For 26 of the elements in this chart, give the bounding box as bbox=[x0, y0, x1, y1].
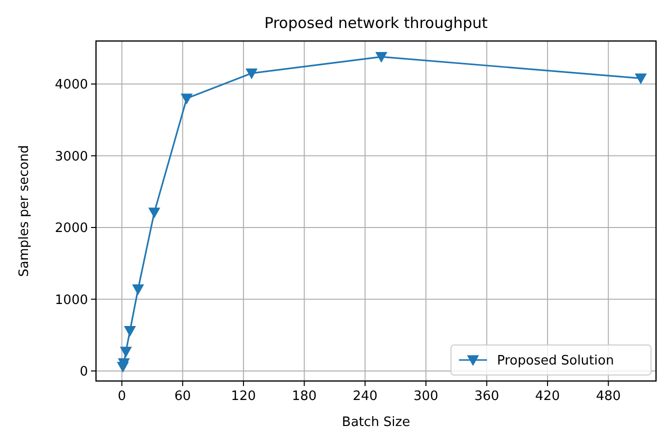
x-axis-title: Batch Size bbox=[342, 415, 410, 430]
chart-title: Proposed network throughput bbox=[264, 14, 488, 32]
y-tick-label: 2000 bbox=[54, 221, 88, 236]
x-tick-label: 300 bbox=[414, 389, 438, 404]
y-tick-label: 3000 bbox=[54, 149, 88, 164]
x-tick-label: 180 bbox=[292, 389, 317, 404]
point bbox=[148, 208, 160, 218]
point bbox=[375, 52, 388, 63]
point bbox=[180, 94, 193, 104]
y-tick-label: 4000 bbox=[54, 78, 88, 93]
point bbox=[124, 326, 136, 337]
y-tick-label: 1000 bbox=[54, 292, 88, 308]
x-tick-label: 480 bbox=[596, 389, 621, 404]
x-tick-label: 420 bbox=[535, 389, 560, 404]
x-tick-label: 360 bbox=[474, 389, 500, 404]
point bbox=[246, 68, 258, 80]
x-tick-label: 240 bbox=[352, 389, 378, 404]
x-tick-label: 0 bbox=[118, 389, 126, 404]
point bbox=[132, 284, 144, 296]
y-axis-title: Samples per second bbox=[17, 145, 32, 277]
x-tick-label: 60 bbox=[174, 389, 191, 404]
x-tick-label: 120 bbox=[231, 389, 256, 404]
y-tick-label: 0 bbox=[80, 364, 88, 380]
point bbox=[120, 346, 132, 358]
point bbox=[634, 74, 647, 84]
legend-label: Proposed Solution bbox=[497, 354, 614, 369]
